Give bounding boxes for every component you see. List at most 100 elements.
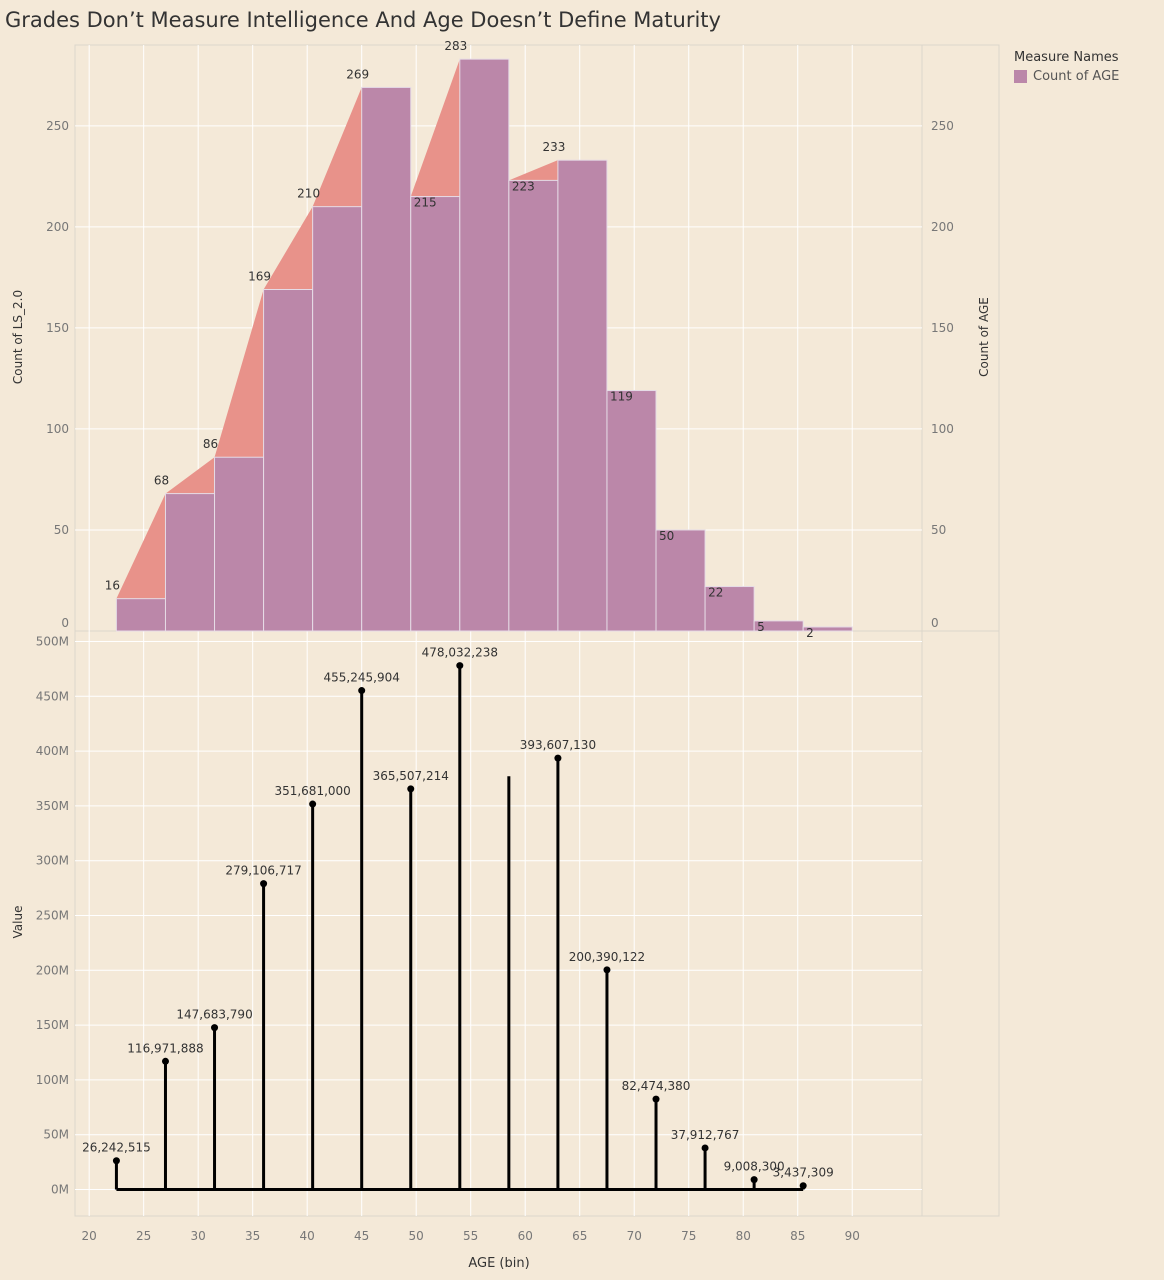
bar-data-label: 169: [248, 270, 271, 284]
bar-data-label: 86: [203, 437, 218, 451]
y-tick-label-right: 200: [931, 220, 954, 234]
x-tick-label: 80: [736, 1229, 751, 1243]
bar-data-label: 283: [444, 39, 467, 53]
lollipop-data-label: 9,008,300: [724, 1160, 785, 1174]
bar-count-age: [115, 598, 166, 632]
legend: Measure Names Count of AGE: [1014, 50, 1119, 84]
lollipop-point: [603, 966, 611, 974]
lollipop-data-label: 82,474,380: [622, 1079, 691, 1093]
lollipop-data-label: 200,390,122: [569, 950, 645, 964]
y-tick-label-value: 500M: [36, 635, 69, 649]
bar-data-label: 68: [154, 474, 169, 488]
lollipop-point: [161, 1057, 169, 1065]
bar-data-label: 2: [806, 626, 814, 640]
lollipop-point: [112, 1157, 120, 1165]
x-tick-label: 55: [463, 1229, 478, 1243]
y-axis-title-right: Count of AGE: [977, 297, 991, 377]
bar-data-label: 269: [346, 67, 369, 81]
lollipop-point: [456, 662, 464, 670]
bar-count-age: [214, 456, 265, 632]
bar-data-label: 223: [512, 179, 535, 193]
lollipop-data-label: 279,106,717: [225, 864, 301, 878]
bar-data-label: 22: [708, 586, 723, 600]
y-tick-label-value: 450M: [36, 689, 69, 703]
y-tick-label-value: 400M: [36, 744, 69, 758]
bottom-panel-frame: [74, 630, 923, 1217]
bar-count-age: [802, 626, 853, 632]
y-tick-label-right: 150: [931, 321, 954, 335]
lollipop-data-label: 393,607,130: [520, 738, 596, 752]
bar-data-label: 50: [659, 529, 674, 543]
legend-swatch: [1014, 70, 1027, 83]
lollipop-data-label: 116,971,888: [127, 1041, 203, 1055]
bar-count-age: [606, 390, 657, 632]
lollipop-data-label: 351,681,000: [274, 784, 350, 798]
lollipop-point: [554, 754, 562, 762]
y-tick-label-value: 100M: [36, 1073, 69, 1087]
bar-data-label: 119: [610, 390, 633, 404]
y-tick-label-left: 150: [46, 321, 69, 335]
lollipop-data-label: 455,245,904: [324, 671, 400, 685]
right-axis-frame-bottom: [921, 630, 1000, 1217]
lollipop-point: [260, 880, 268, 888]
legend-title: Measure Names: [1014, 50, 1119, 65]
lollipop-point: [652, 1095, 660, 1103]
bar-count-age: [508, 179, 559, 632]
chart-title: Grades Don’t Measure Intelligence And Ag…: [5, 8, 721, 32]
lollipop-point: [309, 800, 317, 808]
x-tick-label: 90: [845, 1229, 860, 1243]
y-tick-label-right: 50: [931, 523, 946, 537]
y-tick-label-left: 100: [46, 422, 69, 436]
bar-count-age: [361, 86, 412, 632]
x-tick-label: 25: [136, 1229, 151, 1243]
lollipop-point: [750, 1176, 758, 1184]
x-tick-label: 85: [790, 1229, 805, 1243]
x-tick-label: 70: [627, 1229, 642, 1243]
x-tick-label: 20: [82, 1229, 97, 1243]
x-tick-label: 35: [245, 1229, 260, 1243]
bar-data-label: 215: [414, 196, 437, 210]
bar-count-age: [312, 206, 363, 632]
x-tick-label: 50: [409, 1229, 424, 1243]
x-tick-label: 75: [681, 1229, 696, 1243]
bar-data-label: 210: [297, 187, 320, 201]
bar-data-label: 233: [542, 140, 565, 154]
lollipop-point: [799, 1182, 807, 1190]
y-tick-label-left: 200: [46, 220, 69, 234]
y-tick-label-value: 50M: [43, 1128, 69, 1142]
lollipop-point: [701, 1144, 709, 1152]
legend-item-label: Count of AGE: [1033, 69, 1120, 84]
bar-count-age: [459, 58, 510, 632]
lollipop-data-label: 26,242,515: [82, 1141, 151, 1155]
y-tick-label-right: 250: [931, 119, 954, 133]
bar-count-age: [753, 620, 804, 632]
lollipop-data-label: 37,912,767: [671, 1128, 740, 1142]
bar-data-label: 16: [105, 579, 120, 593]
bar-count-age: [410, 196, 461, 632]
lollipop-point: [407, 785, 415, 793]
y-tick-label-value: 200M: [36, 963, 69, 977]
bar-count-age: [704, 586, 755, 632]
x-tick-label: 60: [518, 1229, 533, 1243]
y-axis-title-left: Count of LS_2.0: [11, 290, 25, 384]
lollipop-data-label: 478,032,238: [422, 646, 498, 660]
y-tick-label-left: 50: [54, 523, 69, 537]
lollipop-data-label: 365,507,214: [373, 769, 449, 783]
y-tick-label-right: 0: [931, 616, 939, 630]
y-tick-label-value: 350M: [36, 799, 69, 813]
lollipop-point: [358, 687, 366, 695]
bar-count-age: [263, 289, 314, 632]
x-tick-label: 30: [191, 1229, 206, 1243]
x-tick-label: 45: [354, 1229, 369, 1243]
x-tick-label: 65: [572, 1229, 587, 1243]
y-tick-label-left: 250: [46, 119, 69, 133]
lollipop-data-label: 147,683,790: [176, 1008, 252, 1022]
y-tick-label-value: 250M: [36, 909, 69, 923]
legend-item[interactable]: Count of AGE: [1014, 69, 1119, 84]
y-axis-title-value: Value: [11, 906, 25, 939]
bar-data-label: 5: [757, 620, 765, 634]
y-tick-label-value: 300M: [36, 854, 69, 868]
bar-count-age: [164, 493, 216, 632]
x-axis-title: AGE (bin): [468, 1256, 529, 1271]
